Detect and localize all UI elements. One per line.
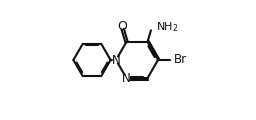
Text: O: O	[117, 20, 127, 33]
Circle shape	[124, 76, 129, 81]
Text: N: N	[122, 72, 131, 85]
Text: NH$_2$: NH$_2$	[156, 20, 178, 34]
Text: N: N	[112, 54, 120, 66]
Circle shape	[113, 57, 119, 63]
Text: Br: Br	[174, 53, 187, 66]
